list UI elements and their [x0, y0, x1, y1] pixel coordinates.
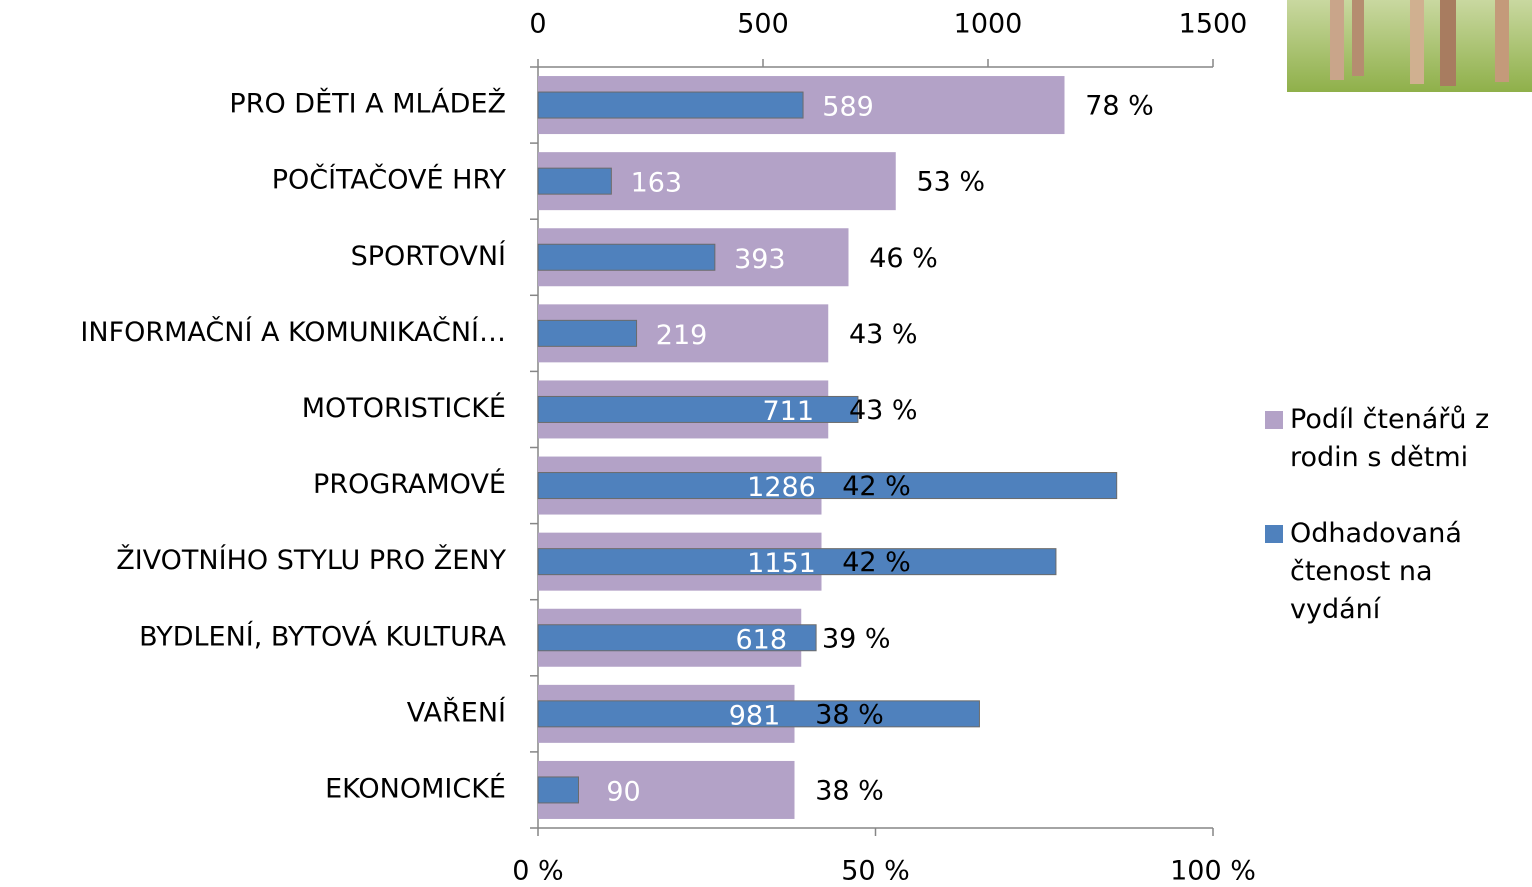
bar — [537, 472, 1118, 500]
bar — [537, 167, 612, 195]
category-label: MOTORISTICKÉ — [302, 392, 506, 424]
legend-label: Odhadovaná čtenost na vydání — [1290, 518, 1470, 625]
x2-tick-label: 500 — [737, 9, 789, 40]
data-label: 1151 — [747, 548, 816, 579]
data-label: 38 % — [815, 699, 884, 730]
bar — [537, 243, 716, 271]
data-label: 78 % — [1085, 91, 1154, 122]
data-label: 1286 — [747, 472, 816, 503]
legend-label: Podíl čtenářů z rodin s dětmi — [1290, 404, 1498, 473]
data-label: 42 % — [842, 471, 911, 502]
x-tick-label: 0 % — [512, 856, 563, 887]
x2-tick-label: 0 — [529, 9, 546, 40]
category-label: SPORTOVNÍ — [351, 240, 506, 272]
category-label: EKONOMICKÉ — [325, 772, 506, 804]
data-label: 618 — [735, 624, 787, 655]
category-label: PRO DĚTI A MLÁDEŽ — [229, 88, 506, 120]
data-label: 43 % — [849, 319, 918, 350]
photo — [1287, 0, 1532, 92]
bar — [537, 700, 980, 728]
x-tick-label: 50 % — [841, 856, 910, 887]
data-label: 393 — [734, 244, 786, 275]
data-label: 90 — [606, 776, 640, 807]
category-label: BYDLENÍ, BYTOVÁ KULTURA — [139, 620, 506, 652]
x-tick-label: 100 % — [1170, 856, 1256, 887]
data-label: 38 % — [815, 775, 884, 806]
category-label: POČÍTAČOVÉ HRY — [272, 164, 507, 196]
x2-tick-label: 1000 — [954, 9, 1023, 40]
bar — [538, 760, 795, 819]
category-label: PROGRAMOVÉ — [313, 468, 506, 500]
x2-tick-label: 1500 — [1179, 9, 1248, 40]
legend-swatch — [1265, 525, 1283, 543]
data-label: 53 % — [916, 167, 985, 198]
data-label: 39 % — [822, 623, 891, 654]
category-label: ŽIVOTNÍHO STYLU PRO ŽENY — [116, 544, 506, 576]
data-label: 589 — [822, 92, 874, 123]
bar — [537, 319, 638, 347]
data-label: 163 — [631, 168, 683, 199]
data-label: 43 % — [849, 395, 918, 426]
data-label: 46 % — [869, 243, 938, 274]
bar — [537, 548, 1057, 576]
data-label: 981 — [729, 700, 781, 731]
bar — [537, 624, 817, 652]
category-label: VAŘENÍ — [407, 696, 506, 728]
data-label: 711 — [762, 396, 814, 427]
bar — [537, 395, 859, 423]
legend-swatch — [1265, 411, 1283, 429]
bar — [537, 776, 579, 804]
data-label: 219 — [656, 320, 708, 351]
bar — [537, 91, 804, 119]
data-label: 42 % — [842, 547, 911, 578]
category-label: INFORMAČNÍ A KOMUNIKAČNÍ… — [80, 316, 506, 348]
